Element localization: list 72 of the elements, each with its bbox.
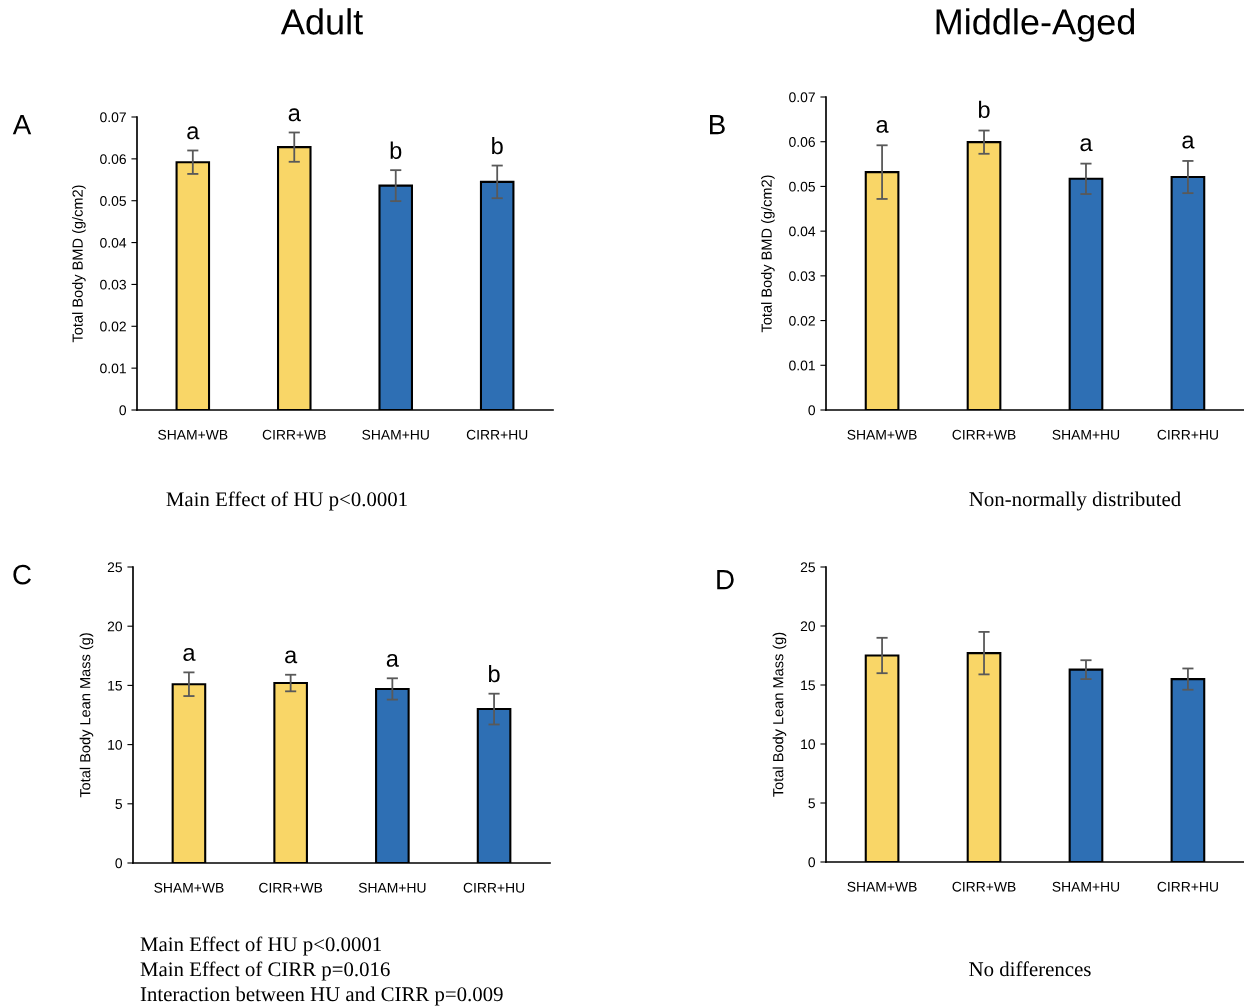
y-axis-title: Total Body Lean Mass (g) [79, 633, 94, 798]
annotation: a [183, 648, 196, 661]
annotation: b [489, 664, 500, 683]
annotation: a [1080, 138, 1093, 152]
x-tick-label: SHAM+HU [1052, 881, 1120, 892]
annotation: a [288, 108, 301, 122]
y-tick-label: 0.01 [789, 360, 815, 371]
x-tick-label: SHAM+HU [362, 429, 429, 440]
y-tick-label: 25 [107, 562, 122, 573]
y-axis-title: Total Body BMD (g/cm2) [72, 185, 86, 343]
y-tick-label: 0.05 [789, 181, 815, 192]
annotation: b [390, 141, 402, 159]
text: Interaction between HU and CIRR p=0.009 [140, 986, 503, 1006]
y-tick-label: 5 [808, 798, 815, 809]
chart-title: Middle-Aged [936, 8, 1135, 42]
y-tick-label: 0.06 [789, 137, 815, 147]
text: Non-normally distributed [969, 491, 1181, 511]
y-tick-label: 0.06 [100, 154, 126, 165]
x-tick-label: SHAM+WB [154, 882, 224, 893]
x-tick-label: SHAM+HU [1052, 429, 1120, 440]
annotation: a [187, 126, 200, 140]
y-tick-label: 0.02 [100, 321, 126, 332]
y-tick-label: 0.04 [100, 237, 127, 248]
text: Main Effect of CIRR p=0.016 [140, 961, 390, 981]
x-tick-label: CIRR+WB [952, 429, 1016, 440]
y-tick-label: 0.04 [789, 226, 816, 237]
y-tick-label: 0.05 [100, 196, 126, 206]
y-tick-label: 0.07 [100, 112, 126, 123]
x-tick-label: SHAM+HU [358, 882, 426, 893]
y-tick-label: 0.02 [789, 315, 815, 326]
y-tick-label: 20 [107, 621, 123, 632]
text: Main Effect of HU p<0.0001 [140, 936, 381, 956]
y-tick-label: 20 [800, 621, 816, 632]
y-tick-label: 0 [808, 857, 816, 868]
y-tick-label: 0.01 [100, 363, 126, 374]
x-tick-label: CIRR+WB [259, 882, 323, 893]
annotation: a [1182, 135, 1195, 149]
y-tick-label: 0.03 [789, 271, 815, 282]
y-tick-label: 15 [801, 680, 815, 691]
y-tick-label: 10 [108, 739, 123, 750]
text: C [13, 564, 31, 585]
annotation: a [876, 119, 889, 133]
annotation: a [386, 653, 399, 667]
x-tick-label: SHAM+WB [158, 429, 228, 440]
text: D [717, 570, 734, 590]
chart-title: Adult [280, 8, 363, 35]
x-tick-label: SHAM+WB [847, 881, 917, 892]
text: B [710, 115, 725, 135]
x-tick-label: CIRR+HU [1157, 429, 1218, 440]
text: Main Effect of HU p<0.0001 [166, 491, 407, 511]
y-tick-label: 15 [108, 680, 122, 691]
x-tick-label: CIRR+HU [1157, 881, 1218, 892]
y-tick-label: 25 [800, 562, 815, 573]
y-tick-label: 0 [808, 405, 816, 416]
x-tick-label: CIRR+WB [952, 881, 1016, 892]
y-tick-label: 0.03 [100, 279, 126, 290]
y-axis-title: Total Body Lean Mass (g) [772, 632, 787, 797]
y-tick-label: 5 [115, 799, 122, 809]
y-tick-label: 10 [801, 739, 816, 750]
x-tick-label: CIRR+HU [463, 882, 525, 893]
x-tick-label: CIRR+WB [262, 429, 326, 440]
x-tick-label: CIRR+HU [466, 429, 528, 440]
annotation: b [492, 136, 503, 155]
annotation: a [285, 650, 298, 664]
y-tick-label: 0.07 [789, 92, 815, 103]
y-tick-label: 0 [119, 405, 127, 416]
y-axis-title: Total Body BMD (g/cm2) [761, 175, 775, 333]
x-tick-label: SHAM+WB [847, 429, 917, 440]
text: A [12, 115, 32, 135]
annotation: b [978, 100, 990, 119]
y-tick-label: 0 [115, 858, 123, 869]
text: No differences [969, 961, 1091, 977]
